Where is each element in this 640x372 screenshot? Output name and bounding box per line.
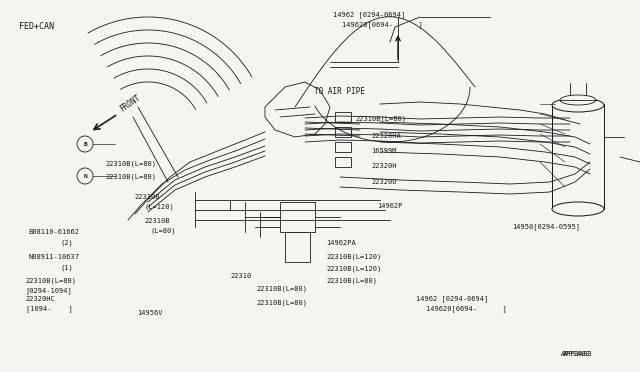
Text: 149620[0694-      ]: 149620[0694- ] xyxy=(342,21,423,28)
Bar xyxy=(552,104,604,209)
Text: FRONT: FRONT xyxy=(118,93,142,114)
Text: 22310B(L=80): 22310B(L=80) xyxy=(26,278,77,284)
Ellipse shape xyxy=(552,98,604,112)
Text: 14962PA: 14962PA xyxy=(326,240,356,246)
Text: 149620[0694-      ]: 149620[0694- ] xyxy=(426,305,506,312)
Text: 14950[0294-0595]: 14950[0294-0595] xyxy=(512,224,580,230)
Text: 16599M: 16599M xyxy=(371,148,397,154)
Text: APP3A03: APP3A03 xyxy=(563,351,593,357)
Text: (1): (1) xyxy=(61,264,74,271)
Bar xyxy=(335,142,351,152)
Text: 14962 [0294-0694]: 14962 [0294-0694] xyxy=(416,295,488,302)
Text: APP3A03: APP3A03 xyxy=(560,351,589,357)
Ellipse shape xyxy=(560,95,596,105)
Bar xyxy=(335,112,351,122)
Text: (L=120): (L=120) xyxy=(144,203,173,210)
Text: 14962 [0294-0694]: 14962 [0294-0694] xyxy=(333,12,405,18)
Bar xyxy=(335,157,351,167)
Text: N: N xyxy=(83,173,87,179)
Bar xyxy=(285,232,310,262)
Text: 14962P: 14962P xyxy=(378,203,403,209)
Text: 22310B(L=120): 22310B(L=120) xyxy=(326,265,381,272)
Text: 22310B(L=80): 22310B(L=80) xyxy=(106,160,157,167)
Text: (2): (2) xyxy=(61,239,74,246)
Text: 22320HA: 22320HA xyxy=(371,133,401,139)
Bar xyxy=(335,127,351,137)
Text: 14956V: 14956V xyxy=(138,310,163,316)
Text: 22310B: 22310B xyxy=(144,218,170,224)
Circle shape xyxy=(77,168,93,184)
Bar xyxy=(280,202,315,232)
Text: TO AIR PIPE: TO AIR PIPE xyxy=(314,87,364,96)
Text: B08110-61662: B08110-61662 xyxy=(29,230,80,235)
Text: (L=80): (L=80) xyxy=(150,227,176,234)
Text: 22310B(L=80): 22310B(L=80) xyxy=(256,285,307,292)
Ellipse shape xyxy=(552,202,604,216)
Text: 22310: 22310 xyxy=(230,273,252,279)
Circle shape xyxy=(77,136,93,152)
Text: [0294-1094]: [0294-1094] xyxy=(26,287,72,294)
Text: 22310B(L=80): 22310B(L=80) xyxy=(106,173,157,180)
Text: 22320U: 22320U xyxy=(371,179,397,185)
Text: 22310B: 22310B xyxy=(134,194,160,200)
Text: 22310B(L=80): 22310B(L=80) xyxy=(326,278,378,284)
Text: [1094-    ]: [1094- ] xyxy=(26,305,72,312)
Text: 22310B(L=120): 22310B(L=120) xyxy=(326,253,381,260)
Text: 22320HC: 22320HC xyxy=(26,296,55,302)
Text: B: B xyxy=(83,141,87,147)
Text: N08911-10637: N08911-10637 xyxy=(29,254,80,260)
Text: 22310B(L=80): 22310B(L=80) xyxy=(355,116,406,122)
Text: 22320H: 22320H xyxy=(371,163,397,169)
Text: FED+CAN: FED+CAN xyxy=(19,22,54,31)
Text: 22310B(L=80): 22310B(L=80) xyxy=(256,300,307,307)
